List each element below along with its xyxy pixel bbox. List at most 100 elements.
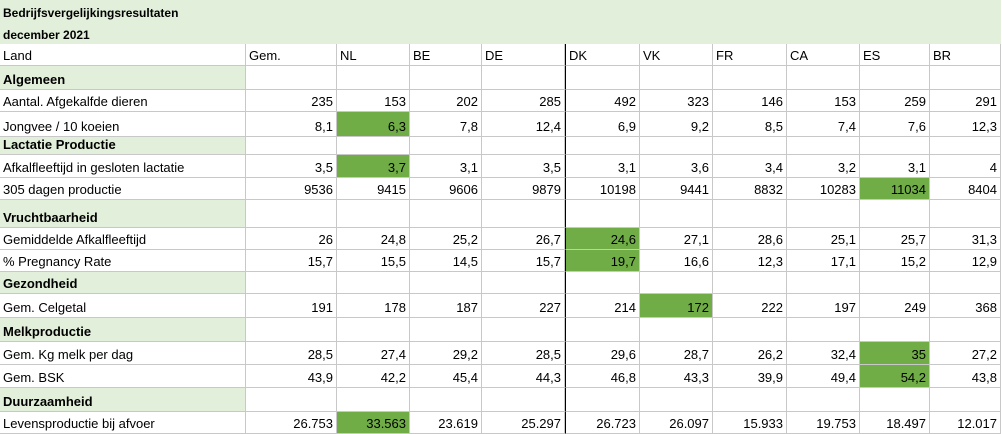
- value-cell: 3,7: [337, 155, 410, 178]
- value-cell: 15,7: [246, 250, 337, 272]
- value-cell: 44,3: [482, 365, 565, 388]
- section-label: Duurzaamheid: [0, 388, 246, 412]
- empty-cell: [640, 66, 713, 90]
- empty-cell: [930, 66, 1001, 90]
- value-cell: 14,5: [410, 250, 482, 272]
- value-cell: 202: [410, 90, 482, 112]
- empty-cell: [640, 318, 713, 342]
- value-cell: 172: [640, 294, 713, 318]
- value-cell: 28,6: [713, 228, 787, 250]
- empty-cell: [410, 388, 482, 412]
- value-cell: 23.619: [410, 412, 482, 434]
- value-cell: 235: [246, 90, 337, 112]
- empty-cell: [787, 137, 860, 155]
- column-header: CA: [787, 44, 860, 66]
- section-label: Algemeen: [0, 66, 246, 90]
- title-line: Bedrijfsvergelijkingsresultaten: [0, 0, 1001, 22]
- value-cell: 28,5: [246, 342, 337, 365]
- value-cell: 3,1: [410, 155, 482, 178]
- value-cell: 10198: [565, 178, 640, 200]
- value-cell: 12.017: [930, 412, 1001, 434]
- empty-cell: [860, 200, 930, 228]
- row-label: Afkalfleeftijd in gesloten lactatie: [0, 155, 246, 178]
- value-cell: 153: [787, 90, 860, 112]
- value-cell: 3,4: [713, 155, 787, 178]
- value-cell: 42,2: [337, 365, 410, 388]
- value-cell: 368: [930, 294, 1001, 318]
- empty-cell: [337, 137, 410, 155]
- value-cell: 11034: [860, 178, 930, 200]
- value-cell: 291: [930, 90, 1001, 112]
- row-label: Gemiddelde Afkalfleeftijd: [0, 228, 246, 250]
- empty-cell: [246, 272, 337, 294]
- empty-cell: [640, 388, 713, 412]
- empty-cell: [482, 66, 565, 90]
- value-cell: 24,6: [565, 228, 640, 250]
- section-label: Melkproductie: [0, 318, 246, 342]
- value-cell: 35: [860, 342, 930, 365]
- section-label: Gezondheid: [0, 272, 246, 294]
- column-header: FR: [713, 44, 787, 66]
- value-cell: 285: [482, 90, 565, 112]
- value-cell: 12,9: [930, 250, 1001, 272]
- empty-cell: [482, 200, 565, 228]
- value-cell: 9441: [640, 178, 713, 200]
- empty-cell: [565, 137, 640, 155]
- value-cell: 27,2: [930, 342, 1001, 365]
- value-cell: 28,7: [640, 342, 713, 365]
- empty-cell: [930, 318, 1001, 342]
- empty-cell: [410, 137, 482, 155]
- value-cell: 7,4: [787, 112, 860, 137]
- value-cell: 191: [246, 294, 337, 318]
- empty-cell: [787, 318, 860, 342]
- value-cell: 6,3: [337, 112, 410, 137]
- column-header: BR: [930, 44, 1001, 66]
- value-cell: 43,3: [640, 365, 713, 388]
- empty-cell: [713, 388, 787, 412]
- value-cell: 18.497: [860, 412, 930, 434]
- empty-cell: [246, 388, 337, 412]
- row-label: Gem. Kg melk per dag: [0, 342, 246, 365]
- empty-cell: [565, 318, 640, 342]
- value-cell: 45,4: [410, 365, 482, 388]
- value-cell: 3,1: [860, 155, 930, 178]
- empty-cell: [565, 66, 640, 90]
- value-cell: 33.563: [337, 412, 410, 434]
- value-cell: 4: [930, 155, 1001, 178]
- empty-cell: [930, 388, 1001, 412]
- value-cell: 7,6: [860, 112, 930, 137]
- value-cell: 3,2: [787, 155, 860, 178]
- value-cell: 9606: [410, 178, 482, 200]
- empty-cell: [246, 200, 337, 228]
- value-cell: 15,2: [860, 250, 930, 272]
- empty-cell: [713, 66, 787, 90]
- value-cell: 9,2: [640, 112, 713, 137]
- value-cell: 54,2: [860, 365, 930, 388]
- empty-cell: [640, 272, 713, 294]
- value-cell: 27,4: [337, 342, 410, 365]
- value-cell: 12,3: [713, 250, 787, 272]
- value-cell: 26.097: [640, 412, 713, 434]
- value-cell: 259: [860, 90, 930, 112]
- empty-cell: [713, 200, 787, 228]
- empty-cell: [337, 66, 410, 90]
- value-cell: 3,6: [640, 155, 713, 178]
- empty-cell: [713, 272, 787, 294]
- empty-cell: [246, 318, 337, 342]
- value-cell: 12,3: [930, 112, 1001, 137]
- value-cell: 8404: [930, 178, 1001, 200]
- value-cell: 39,9: [713, 365, 787, 388]
- empty-cell: [713, 318, 787, 342]
- empty-cell: [787, 66, 860, 90]
- empty-cell: [410, 200, 482, 228]
- empty-cell: [337, 200, 410, 228]
- empty-cell: [860, 318, 930, 342]
- empty-cell: [565, 388, 640, 412]
- empty-cell: [565, 200, 640, 228]
- row-label: % Pregnancy Rate: [0, 250, 246, 272]
- empty-cell: [787, 272, 860, 294]
- value-cell: 49,4: [787, 365, 860, 388]
- value-cell: 15.933: [713, 412, 787, 434]
- value-cell: 24,8: [337, 228, 410, 250]
- column-header: DE: [482, 44, 565, 66]
